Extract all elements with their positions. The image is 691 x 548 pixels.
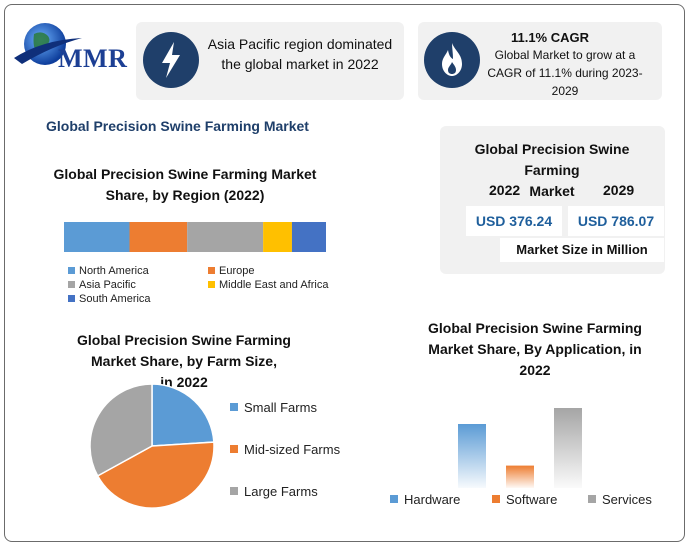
region-segment-middle-east-and-africa: [263, 222, 292, 252]
app-chart-title-line1: Global Precision Swine Farming: [428, 320, 642, 336]
market-size-unit: Market Size in Million: [500, 238, 664, 262]
legend-swatch: [230, 487, 238, 495]
legend-label: Mid-sized Farms: [244, 442, 341, 457]
app-chart-title-line3: 2022: [519, 362, 551, 378]
region-chart-title-line2: Share, by Region (2022): [105, 187, 265, 203]
legend-swatch: [390, 495, 398, 503]
region-legend-europe: Europe: [208, 265, 254, 277]
region-chart-title: Global Precision Swine Farming Market Sh…: [40, 164, 330, 206]
app-bar-hardware: [458, 424, 486, 488]
legend-label: Hardware: [404, 492, 461, 507]
legend-swatch: [230, 445, 238, 453]
legend-label: Software: [506, 492, 558, 507]
region-legend-middle-east-and-africa: Middle East and Africa: [208, 279, 328, 291]
infographic-frame: [4, 4, 685, 542]
app-chart-title: Global Precision Swine Farming Market Sh…: [412, 318, 658, 381]
farm-legend-mid-sized-farms: Mid-sized Farms: [230, 442, 340, 457]
legend-label: Europe: [219, 265, 255, 277]
region-highlight-text: Asia Pacific region dominated the global…: [202, 34, 398, 74]
lightning-icon: [143, 32, 199, 88]
legend-swatch: [208, 281, 215, 288]
market-size-value-2022: USD 376.24: [466, 206, 562, 236]
legend-label: Large Farms: [244, 484, 318, 499]
farm-chart-title-line3: in 2022: [160, 374, 208, 390]
legend-swatch: [68, 295, 75, 302]
farm-legend-large-farms: Large Farms: [230, 484, 318, 499]
logo-text: MMR: [58, 44, 128, 73]
globe-logo-icon: [14, 23, 82, 65]
region-segment-europe: [129, 222, 188, 252]
farm-chart-title: Global Precision Swine Farming Market Sh…: [64, 330, 304, 393]
region-segment-south-america: [291, 222, 326, 252]
legend-label: Middle East and Africa: [219, 279, 329, 291]
region-chart-title-line1: Global Precision Swine Farming Market: [53, 166, 317, 182]
pie-slice-large-farms: [89, 383, 153, 477]
app-chart-title-line2: Market Share, By Application, in: [428, 341, 642, 357]
market-size-value-2029: USD 786.07: [568, 206, 664, 236]
market-size-title-line2: Market: [529, 183, 575, 199]
app-legend-services: Services: [588, 492, 652, 507]
cagr-title: 11.1% CAGR: [510, 30, 590, 45]
flame-icon: [424, 32, 480, 88]
market-size-title: Global Precision Swine Farming Market: [446, 139, 658, 202]
pie-slice-mid-sized-farms: [96, 441, 215, 509]
application-bar-chart: [458, 408, 582, 488]
legend-swatch: [230, 403, 238, 411]
app-legend-hardware: Hardware: [390, 492, 460, 507]
pie-slice-small-farms: [151, 383, 215, 447]
main-title: Global Precision Swine Farming Market: [46, 118, 309, 134]
region-stacked-bar: [64, 222, 326, 252]
farm-legend-small-farms: Small Farms: [230, 400, 317, 415]
legend-label: Small Farms: [244, 400, 317, 415]
legend-label: North America: [79, 265, 149, 277]
farm-chart-title-line2: Market Share, by Farm Size,: [91, 353, 277, 369]
market-size-title-line1: Global Precision Swine Farming: [474, 141, 630, 178]
app-legend-software: Software: [492, 492, 557, 507]
legend-swatch: [68, 281, 75, 288]
market-size-year-2022: 2022: [489, 182, 521, 198]
cagr-line2: CAGR of 11.1% during 2023-: [487, 66, 643, 80]
legend-swatch: [68, 267, 75, 274]
app-bar-services: [554, 408, 582, 488]
region-segment-asia-pacific: [187, 222, 264, 252]
farm-size-pie: [89, 383, 215, 509]
legend-label: Asia Pacific: [79, 279, 136, 291]
app-bar-software: [506, 465, 534, 488]
legend-swatch: [588, 495, 596, 503]
cagr-line1: Global Market to grow at a: [494, 48, 636, 62]
legend-label: South America: [79, 293, 151, 305]
legend-swatch: [492, 495, 500, 503]
region-legend-north-america: North America: [68, 265, 149, 277]
cagr-text: Global Market to grow at a CAGR of 11.1%…: [480, 46, 650, 100]
region-legend-asia-pacific: Asia Pacific: [68, 279, 136, 291]
farm-chart-title-line1: Global Precision Swine Farming: [77, 332, 291, 348]
legend-label: Services: [602, 492, 652, 507]
market-size-year-2029: 2029: [603, 182, 635, 198]
region-legend-south-america: South America: [68, 293, 151, 305]
region-segment-north-america: [64, 222, 130, 252]
legend-swatch: [208, 267, 215, 274]
region-highlight-line1: Asia Pacific region dominated: [207, 36, 393, 52]
region-highlight-line2: the global market in 2022: [221, 56, 379, 72]
cagr-line3: 2029: [551, 84, 579, 98]
